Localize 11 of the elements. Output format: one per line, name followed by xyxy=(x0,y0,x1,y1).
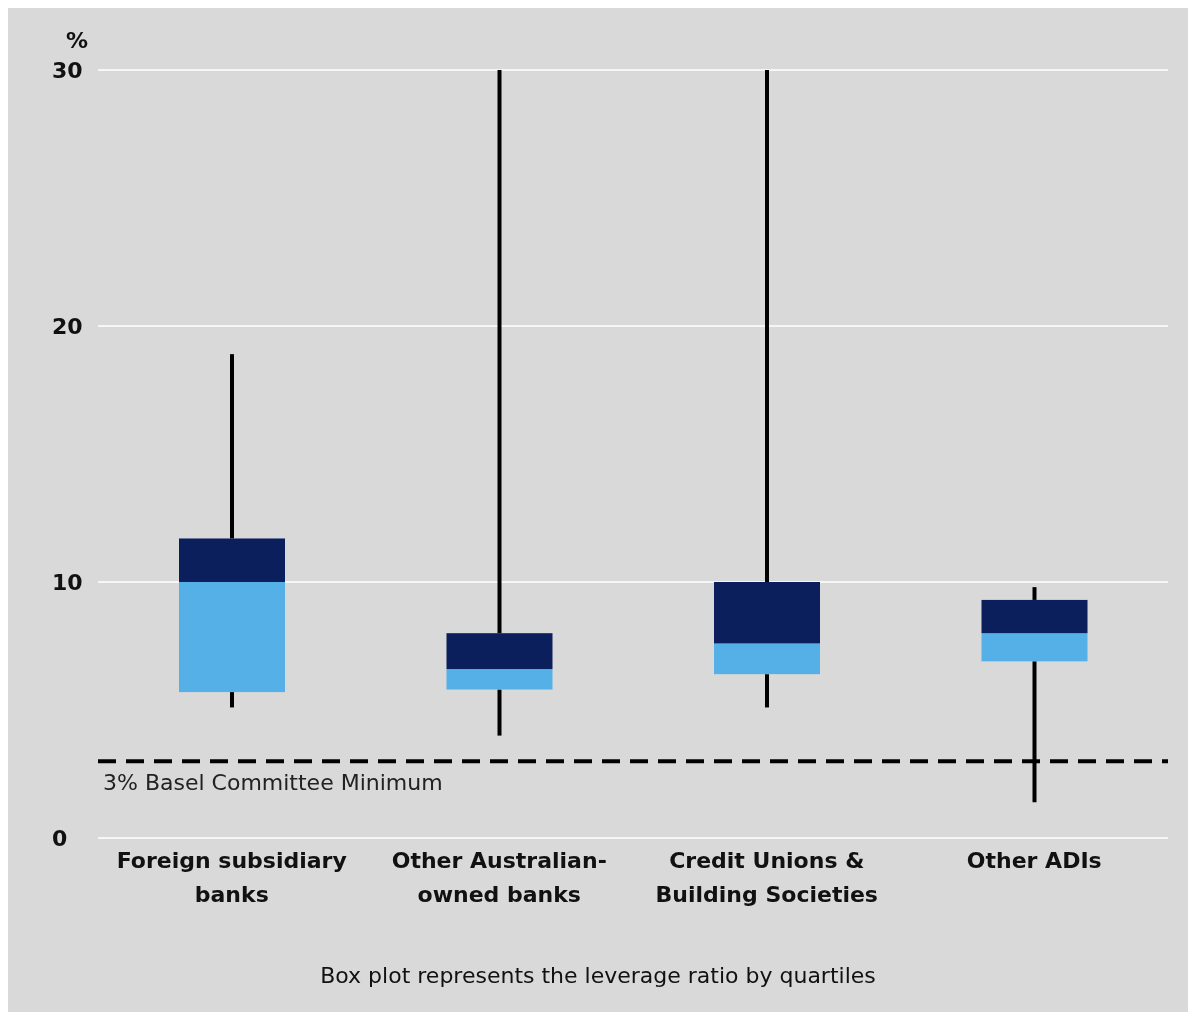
x-tick-label: Foreign subsidiary banks xyxy=(116,848,347,907)
y-axis-title: % xyxy=(66,28,89,53)
ref-line-label: 3% Basel Committee Minimum xyxy=(103,770,443,796)
x-tick-label: Credit Unions & Building Societies xyxy=(655,848,878,907)
y-tick-label: 0 xyxy=(52,825,68,851)
text: Box plot represents the leverage ratio by quartiles xyxy=(319,963,877,988)
y-tick-label: 10 xyxy=(52,569,83,595)
y-tick-label: 30 xyxy=(52,57,83,83)
y-tick-label: 20 xyxy=(52,313,83,339)
x-tick-label: Other Australian-owned banks xyxy=(391,848,607,907)
x-tick-label: Other ADIs xyxy=(966,848,1102,873)
